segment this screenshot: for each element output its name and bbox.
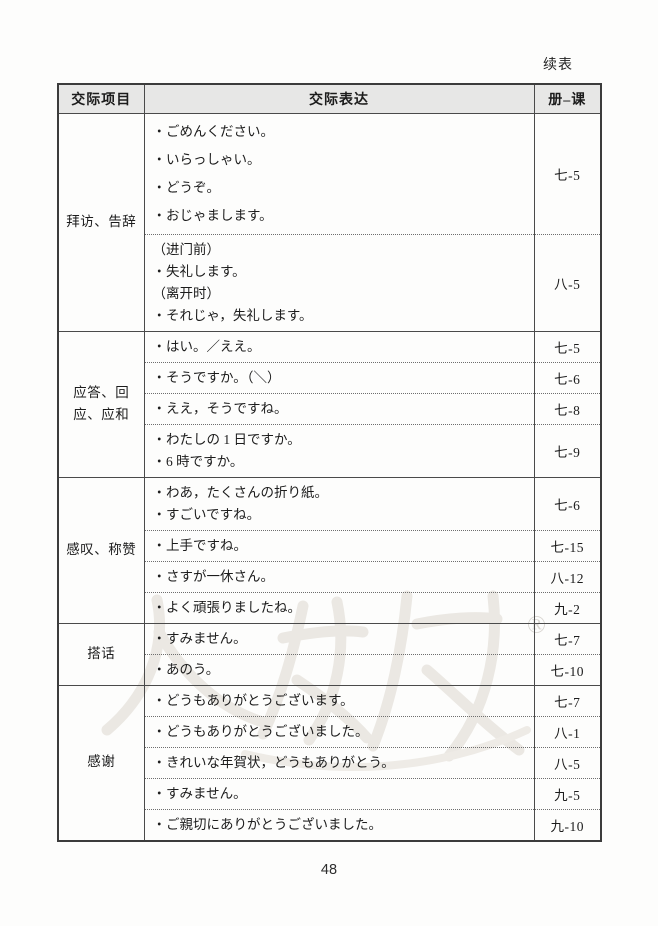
expression-cell: ・きれいな年賀状，どうもありがとう。: [143, 746, 535, 778]
expression-line: ・きれいな年賀状，どうもありがとう。: [152, 754, 395, 770]
expression-cell: ・さすが一休さん。: [143, 560, 535, 592]
volume-lesson-cell: 九-2: [533, 591, 602, 623]
table-row: ・わたしの 1 日ですか。 ・6 時ですか。 七-9: [58, 423, 602, 477]
table-header-row: 交际项目 交际表达 册–课: [57, 83, 602, 114]
volume-lesson-cell: 九-10: [533, 808, 602, 841]
table-row: 感谢 ・どうもありがとうございます。 七-7: [57, 684, 602, 841]
expression-line: ・どうぞ。: [152, 179, 221, 195]
table-row: 拜访、告辞 ・ごめんください。 ・いらっしゃい。 ・どうぞ。 ・おじゃまします。 七-5: [57, 112, 602, 331]
category-cell: 拜访、告辞: [57, 112, 145, 331]
expression-line: （进门前）: [152, 241, 221, 257]
expression-line: ・すみません。: [152, 630, 247, 646]
volume-lesson-cell: 八-5: [533, 233, 602, 331]
continuation-table-label: 续表: [543, 58, 573, 73]
expression-cell: ・ご親切にありがとうございました。: [143, 808, 535, 841]
volume-lesson-cell: 九-5: [533, 777, 602, 809]
page-number: 48: [320, 862, 338, 878]
volume-lesson-cell: 七-8: [533, 392, 602, 424]
expression-line: ・すみません。: [152, 785, 247, 801]
table-row: ・ええ，そうですね。 七-8: [58, 392, 602, 424]
expression-cell: ・上手ですね。: [143, 529, 535, 561]
volume-lesson-cell: 七-7: [533, 684, 602, 716]
expression-line: ・すごいですね。: [152, 506, 261, 522]
volume-lesson-cell: 七-6: [533, 476, 602, 530]
expression-cell: ・わたしの 1 日ですか。 ・6 時ですか。: [143, 423, 535, 477]
expression-line: ・ええ，そうですね。: [152, 400, 288, 416]
volume-lesson-cell: 七-5: [533, 330, 602, 362]
expression-cell: ・どうもありがとうございました。: [143, 715, 535, 747]
category-cell: 搭话: [57, 622, 145, 685]
expression-cell: ・ええ，そうですね。: [143, 392, 535, 424]
table-row: （进门前） ・失礼します。 （离开时） ・それじゃ，失礼します。 八-5: [58, 233, 602, 331]
expression-line: ・わあ，たくさんの折り紙。: [152, 484, 329, 500]
volume-lesson-cell: 七-15: [533, 529, 602, 561]
expression-cell: （进门前） ・失礼します。 （离开时） ・それじゃ，失礼します。: [143, 233, 535, 331]
table-row: ・さすが一休さん。 八-12: [58, 560, 602, 592]
expression-line: （离开时）: [152, 285, 221, 301]
expression-cell: ・わあ，たくさんの折り紙。 ・すごいですね。: [143, 476, 535, 530]
volume-lesson-cell: 七-5: [533, 112, 602, 234]
table-row: 感叹、称赞 ・わあ，たくさんの折り紙。 ・すごいですね。 七-6: [57, 476, 602, 623]
volume-lesson-cell: 八-5: [533, 746, 602, 778]
volume-lesson-cell: 七-9: [533, 423, 602, 477]
expression-cell: ・はい。／ええ。: [143, 330, 535, 362]
expression-cell: ・すみません。: [143, 777, 535, 809]
volume-lesson-cell: 七-7: [533, 622, 602, 654]
volume-lesson-cell: 八-1: [533, 715, 602, 747]
header-communication-expression: 交际表达: [143, 83, 535, 114]
expression-cell: ・ごめんください。 ・いらっしゃい。 ・どうぞ。・おじゃまします。: [143, 112, 535, 234]
table-row: 应答、回应、应和 ・はい。／ええ。 七-5: [57, 330, 602, 477]
expression-line: ・そうですか。（＼）: [152, 369, 281, 385]
expression-line: ・さすが一休さん。: [152, 568, 275, 584]
expression-line: ・ごめんください。: [152, 123, 275, 139]
volume-lesson-cell: 八-12: [533, 560, 602, 592]
header-communication-item: 交际项目: [57, 83, 145, 114]
expression-line: ・わたしの 1 日ですか。: [152, 431, 301, 447]
expression-line: ・ご親切にありがとうございました。: [152, 816, 383, 832]
expression-line: ・はい。／ええ。: [152, 338, 261, 354]
category-cell: 应答、回应、应和: [57, 330, 145, 477]
expression-cell: ・そうですか。（＼）: [143, 361, 535, 393]
volume-lesson-cell: 七-10: [533, 653, 602, 685]
expression-line: ・あのう。: [152, 661, 220, 677]
table-row: ・上手ですね。 七-15: [58, 529, 602, 561]
category-cell: 感叹、称赞: [57, 476, 145, 623]
expression-line: ・おじゃまします。: [152, 207, 273, 223]
table-row: ・そうですか。（＼） 七-6: [58, 361, 602, 393]
expression-line: ・上手ですね。: [152, 537, 248, 553]
communication-expressions-table: 交际项目 交际表达 册–课 拜访、告辞 ・ごめんください。 ・いらっしゃい。 ・どうぞ…: [57, 83, 602, 842]
expression-line: ・それじゃ，失礼します。: [152, 307, 313, 323]
header-volume-lesson: 册–课: [533, 83, 602, 114]
table-row: ・すみません。 九-5: [58, 777, 602, 809]
expression-line: ・どうもありがとうございました。: [152, 723, 369, 739]
expression-cell: ・すみません。: [143, 622, 535, 654]
table-row: 搭话 ・すみません。 七-7: [57, 622, 602, 685]
expression-cell: ・どうもありがとうございます。: [143, 684, 535, 716]
expression-line: ・よく頑張りましたね。: [152, 599, 302, 615]
expression-cell: ・よく頑張りましたね。: [143, 591, 535, 623]
category-cell: 感谢: [57, 684, 145, 841]
expression-cell: ・あのう。: [143, 653, 535, 685]
expression-line: ・6 時ですか。: [152, 453, 244, 469]
expression-line: ・いらっしゃい。: [152, 151, 261, 167]
expression-line: ・失礼します。: [152, 263, 246, 279]
volume-lesson-cell: 七-6: [533, 361, 602, 393]
expression-line: ・どうもありがとうございます。: [152, 692, 354, 708]
table-row: ・ご親切にありがとうございました。 九-10: [58, 808, 602, 841]
